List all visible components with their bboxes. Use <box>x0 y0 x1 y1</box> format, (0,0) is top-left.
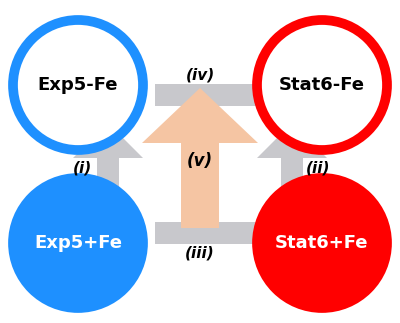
Circle shape <box>13 178 143 308</box>
Polygon shape <box>155 75 300 115</box>
Text: (ii): (ii) <box>306 161 330 175</box>
Text: (i): (i) <box>72 161 92 175</box>
Text: Stat6+Fe: Stat6+Fe <box>275 234 369 252</box>
Text: Stat6-Fe: Stat6-Fe <box>279 76 365 94</box>
Text: (iv): (iv) <box>185 68 215 82</box>
Text: (iii): (iii) <box>185 245 215 261</box>
Polygon shape <box>73 123 143 215</box>
Polygon shape <box>257 123 327 215</box>
Circle shape <box>13 20 143 150</box>
Text: (v): (v) <box>187 152 213 170</box>
Circle shape <box>257 20 387 150</box>
Text: Exp5-Fe: Exp5-Fe <box>38 76 118 94</box>
Text: Exp5+Fe: Exp5+Fe <box>34 234 122 252</box>
Polygon shape <box>155 213 300 253</box>
Polygon shape <box>142 88 258 228</box>
Circle shape <box>257 178 387 308</box>
